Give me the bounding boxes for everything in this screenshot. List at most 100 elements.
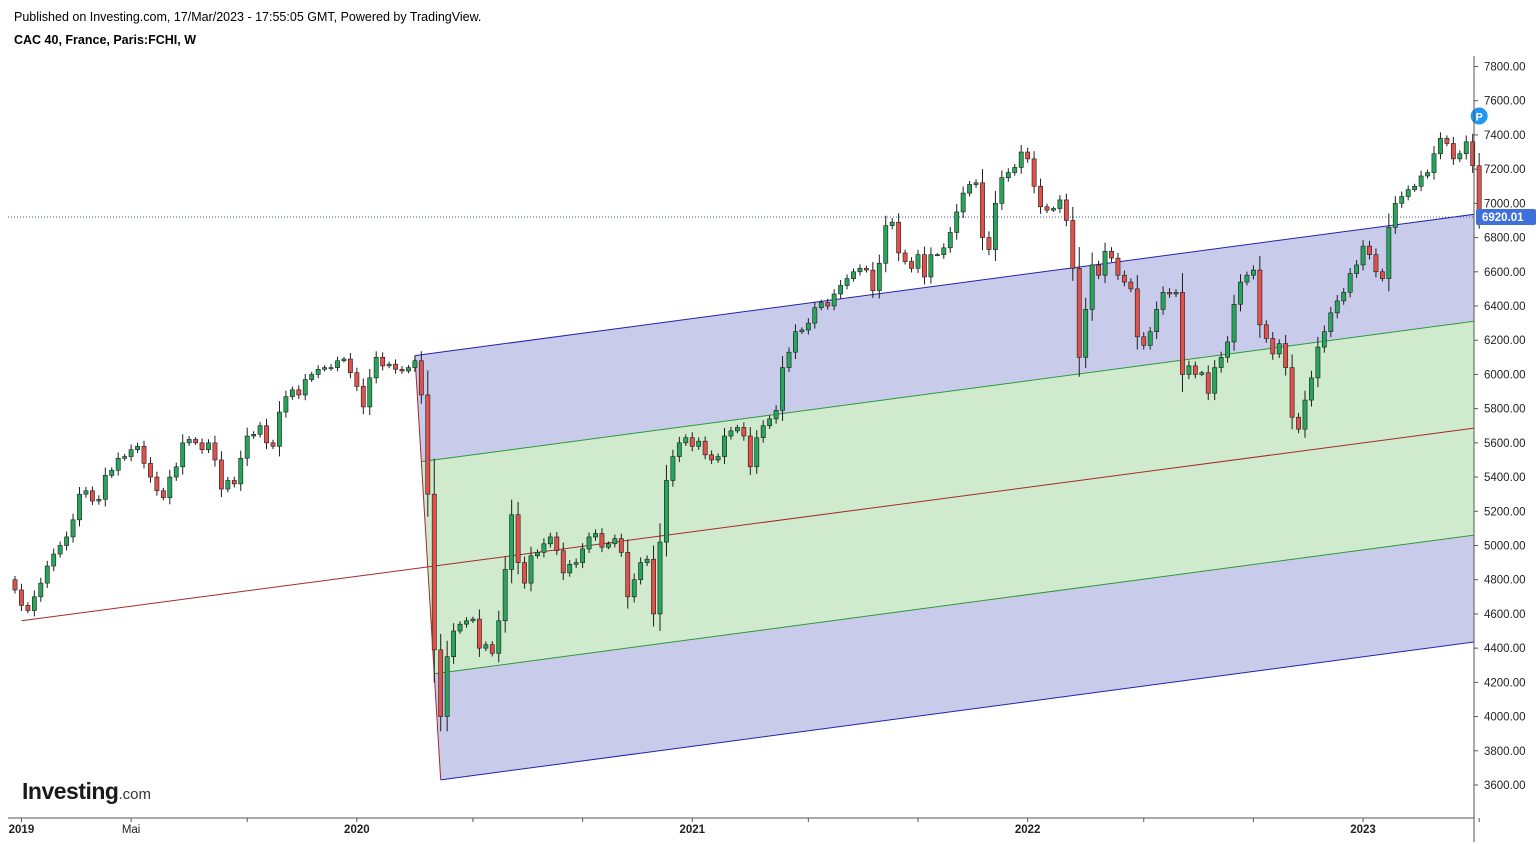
candle-down: [896, 221, 902, 254]
candle-down: [1470, 141, 1476, 167]
candle-up: [586, 536, 592, 550]
candle-down: [154, 476, 160, 492]
candle-down: [554, 536, 560, 551]
candle-up: [502, 569, 508, 622]
candle-down: [1192, 365, 1198, 375]
candle-up: [1360, 245, 1366, 266]
candle-down: [1109, 250, 1114, 259]
candle-down: [25, 605, 31, 611]
candle-up: [999, 177, 1005, 204]
candle-down: [1373, 254, 1379, 273]
candle-up: [289, 389, 295, 397]
candle-down: [193, 439, 198, 444]
candle-up: [1328, 312, 1334, 332]
y-tick-label: 4400.00: [1484, 643, 1526, 655]
pitchfork-inner-upper-line: [421, 320, 1474, 463]
y-tick-label: 6000.00: [1484, 369, 1526, 381]
candle-down: [1070, 220, 1076, 269]
y-tick-label: 5800.00: [1484, 404, 1526, 416]
candle-up: [780, 367, 785, 411]
candle-up: [1347, 273, 1353, 293]
candle-up: [928, 254, 934, 278]
candle-up: [683, 437, 689, 444]
y-tick-label: 7400.00: [1484, 130, 1526, 142]
candle-up: [992, 203, 998, 250]
candle-up: [638, 562, 644, 581]
pitchfork-upper-line: [414, 213, 1474, 357]
candle-down: [1025, 151, 1031, 160]
candle-down: [1263, 324, 1269, 339]
candle-up: [1386, 227, 1392, 279]
x-tick-label: 2023: [1350, 824, 1376, 836]
candle-down: [625, 552, 631, 598]
candle-up: [1309, 377, 1314, 401]
candle-up: [1102, 250, 1108, 276]
pitchfork-inner-lower-line: [434, 534, 1474, 675]
candle-up: [644, 558, 650, 563]
candle-up: [173, 466, 179, 478]
candle-up: [573, 562, 579, 565]
y-tick-label: 4600.00: [1484, 609, 1526, 621]
candle-up: [793, 331, 798, 353]
candle-down: [986, 237, 992, 250]
candle-up: [57, 545, 63, 555]
x-tick-label: 2021: [679, 824, 705, 836]
candle-up: [676, 442, 682, 457]
candle-down: [399, 368, 405, 372]
pitchfork-median-line: [21, 427, 1474, 622]
candle-up: [1051, 208, 1056, 211]
candle-up: [1005, 172, 1011, 178]
candle-up: [605, 543, 611, 548]
candle-down: [431, 493, 437, 651]
candle-down: [354, 372, 360, 387]
y-tick-label: 5200.00: [1484, 506, 1526, 518]
y-tick-label: 4200.00: [1484, 677, 1526, 689]
pivot-marker-label: P: [1475, 112, 1482, 124]
pitchfork-pivot-line: [414, 355, 442, 780]
candle-up: [83, 490, 89, 495]
candle-up: [728, 430, 734, 437]
candle-down: [19, 589, 24, 606]
candle-down: [1380, 271, 1385, 279]
candle-up: [373, 357, 379, 379]
candle-up: [812, 307, 818, 324]
candle-up: [1405, 189, 1411, 197]
current-price-label: 6920.01: [1482, 212, 1524, 224]
candle-down: [160, 490, 166, 498]
candle-down: [212, 442, 218, 461]
candle-down: [1270, 338, 1276, 355]
candle-up: [328, 367, 334, 369]
candle-up: [257, 425, 263, 435]
x-tick-label: 2019: [9, 824, 35, 836]
logo-brand: Investing: [22, 778, 119, 804]
candle-up: [251, 434, 257, 437]
candle-down: [1063, 199, 1069, 221]
candle-up: [541, 543, 547, 553]
candle-down: [1296, 416, 1301, 430]
candle-up: [567, 564, 573, 574]
candle-up: [722, 435, 727, 457]
candle-up: [580, 548, 585, 563]
candle-up: [483, 644, 489, 649]
candle-up: [38, 582, 44, 598]
candle-up: [831, 293, 837, 307]
candle-up: [1225, 341, 1230, 358]
chart-title: CAC 40, France, Paris:FCHI, W: [14, 33, 196, 47]
y-tick-label: 7200.00: [1484, 164, 1526, 176]
candle-up: [470, 618, 476, 622]
candle-up: [838, 285, 843, 295]
candle-up: [186, 439, 192, 444]
candle-down: [651, 558, 656, 615]
candle-down: [264, 425, 269, 444]
candle-up: [767, 418, 773, 427]
candle-up: [51, 553, 57, 567]
candle-down: [980, 182, 985, 238]
candle-down: [141, 445, 147, 464]
pivot-marker-icon[interactable]: [1470, 107, 1488, 125]
candle-up: [322, 367, 327, 370]
candle-up: [128, 449, 134, 457]
candle-down: [709, 454, 714, 461]
candle-down: [1205, 372, 1211, 394]
candle-down: [425, 394, 431, 495]
